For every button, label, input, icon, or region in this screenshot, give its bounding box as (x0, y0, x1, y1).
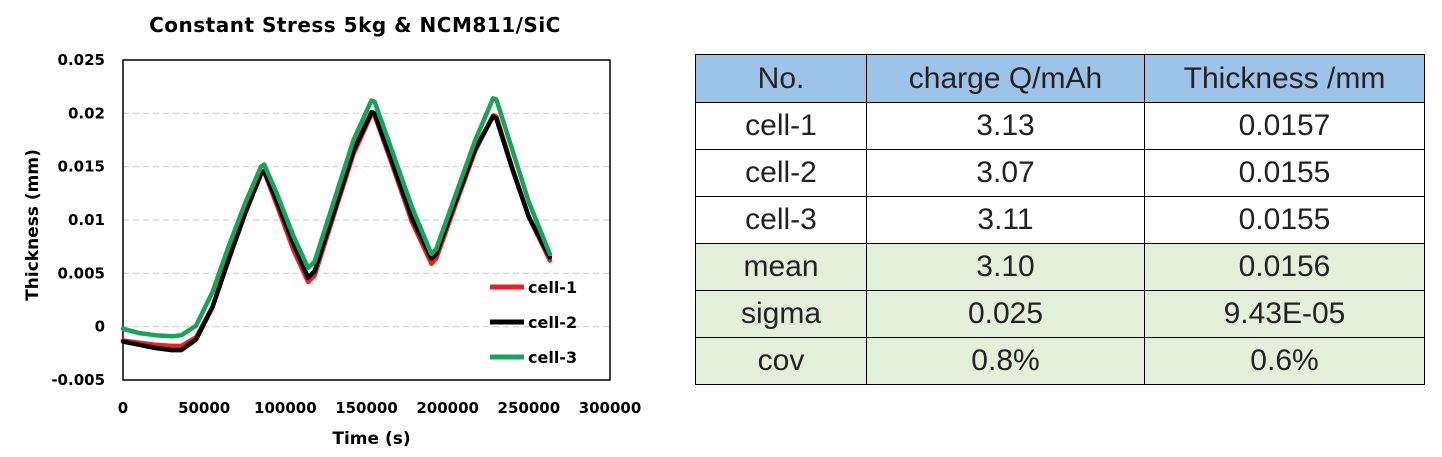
cell-no: sigma (695, 290, 867, 338)
cell-no: cell-1 (695, 102, 867, 150)
thickness-chart: Constant Stress 5kg & NCM811/SiC -0.005 0 0… (0, 0, 680, 457)
cell-no: cell-2 (695, 149, 867, 197)
x-tick-label: 250000 (498, 399, 561, 417)
y-tick-label: 0.005 (58, 264, 105, 282)
stats-table-container: No. charge Q/mAh Thickness /mm cell-1 3.… (695, 54, 1425, 385)
cell-charge: 3.11 (866, 196, 1145, 244)
cell-thickness: 9.43E-05 (1144, 290, 1425, 338)
cell-no: cov (695, 337, 867, 385)
header-charge: charge Q/mAh (866, 54, 1145, 103)
legend-label-cell-1: cell-1 (528, 278, 577, 297)
x-tick-label: 0 (118, 399, 128, 417)
header-no: No. (695, 54, 867, 103)
header-thickness: Thickness /mm (1144, 54, 1425, 103)
y-tick-label: 0.015 (58, 158, 105, 176)
table-row: cell-1 3.13 0.0157 (695, 102, 1425, 150)
cell-charge: 0.025 (866, 290, 1145, 338)
series-line-cell-2 (120, 110, 553, 353)
table-row: sigma 0.025 9.43E-05 (695, 290, 1425, 338)
x-tick-label: 50000 (178, 399, 230, 417)
x-tick-label: 150000 (335, 399, 398, 417)
series-line-cell-1 (120, 112, 553, 349)
y-tick-label: 0.02 (68, 104, 105, 122)
y-tick-label: 0 (95, 318, 105, 336)
cell-thickness: 0.0155 (1144, 196, 1425, 244)
series-line-cell-3 (120, 96, 553, 339)
cell-thickness: 0.0156 (1144, 243, 1425, 291)
y-tick-label: 0.01 (68, 211, 105, 229)
cell-charge: 3.13 (866, 102, 1145, 150)
cell-thickness: 0.0157 (1144, 102, 1425, 150)
cell-charge: 3.10 (866, 243, 1145, 291)
x-tick-label: 100000 (254, 399, 317, 417)
table-row: cell-3 3.11 0.0155 (695, 196, 1425, 244)
table-row: cov 0.8% 0.6% (695, 337, 1425, 385)
cell-no: mean (695, 243, 867, 291)
stats-table: No. charge Q/mAh Thickness /mm cell-1 3.… (695, 54, 1425, 385)
legend-label-cell-3: cell-3 (528, 348, 577, 367)
cell-no: cell-3 (695, 196, 867, 244)
cell-charge: 3.07 (866, 149, 1145, 197)
chart-svg: Constant Stress 5kg & NCM811/SiC -0.005 0 0… (23, 13, 642, 449)
y-axis-label: Thickness (mm) (23, 149, 43, 301)
chart-title: Constant Stress 5kg & NCM811/SiC (149, 13, 561, 37)
x-axis-label: Time (s) (332, 429, 410, 449)
cell-charge: 0.8% (866, 337, 1145, 385)
x-tick-label: 300000 (579, 399, 642, 417)
legend-label-cell-2: cell-2 (528, 313, 577, 332)
table-row: cell-2 3.07 0.0155 (695, 149, 1425, 197)
table-header-row: No. charge Q/mAh Thickness /mm (695, 54, 1425, 103)
y-tick-label: 0.025 (58, 51, 105, 69)
table-row: mean 3.10 0.0156 (695, 243, 1425, 291)
cell-thickness: 0.6% (1144, 337, 1425, 385)
cell-thickness: 0.0155 (1144, 149, 1425, 197)
plot-border (122, 59, 611, 381)
y-tick-label: -0.005 (51, 371, 105, 389)
x-tick-label: 200000 (416, 399, 479, 417)
